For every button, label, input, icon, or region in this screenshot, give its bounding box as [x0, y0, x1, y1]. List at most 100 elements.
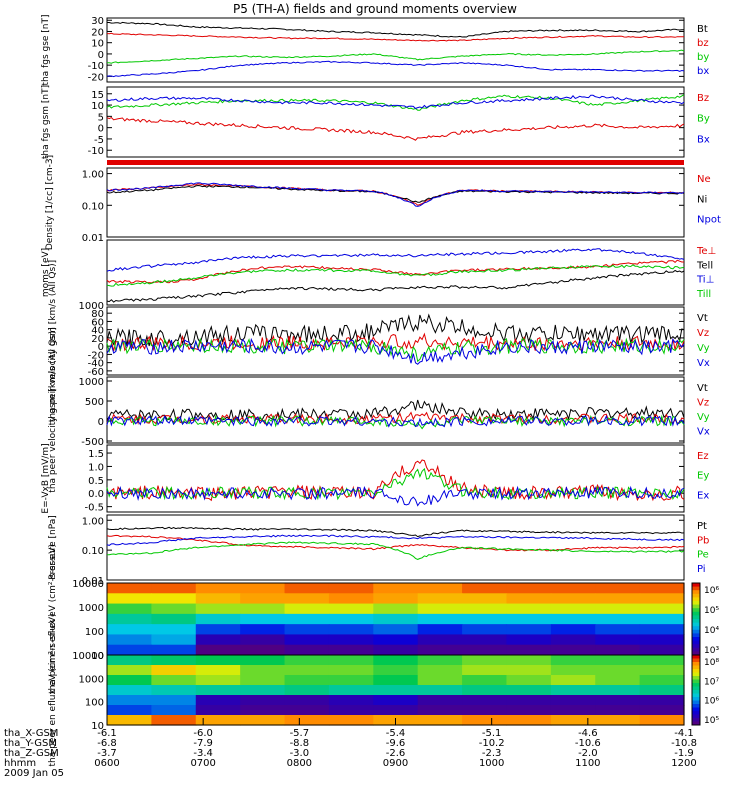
- heatmap-cell: [595, 624, 641, 636]
- colorbar-cell: [692, 626, 700, 631]
- heatmap-cell: [506, 685, 552, 696]
- series-line-Npot: [106, 182, 685, 207]
- y-tick-label: 1000: [79, 674, 104, 685]
- ephemeris-value: 0900: [383, 758, 408, 769]
- panel-frame: [106, 514, 685, 581]
- y-tick-label: -10: [88, 146, 104, 157]
- legend-Till: Till: [696, 289, 711, 300]
- colorbar-tick-label: 10³: [704, 646, 719, 656]
- heatmap-cell: [240, 665, 286, 676]
- legend-Pi: Pi: [697, 564, 706, 575]
- ephemeris-value: -10.2: [479, 738, 505, 749]
- heatmap-cell: [462, 624, 508, 636]
- heatmap-cell: [550, 634, 596, 646]
- heatmap-cell: [595, 593, 641, 605]
- heatmap-cell: [595, 665, 641, 676]
- heatmap-cell: [639, 583, 685, 594]
- y-tick-label: 0: [98, 124, 104, 135]
- legend-Npot: Npot: [697, 215, 721, 226]
- heatmap-cell: [151, 583, 197, 594]
- heatmap-cell: [107, 685, 152, 696]
- legend-Ni: Ni: [697, 194, 707, 205]
- heatmap-cell: [506, 624, 552, 636]
- series-line-bz: [106, 32, 685, 42]
- heatmap-cell: [550, 613, 596, 625]
- heatmap-cell: [550, 644, 596, 656]
- ephemeris-value: 1200: [671, 758, 696, 769]
- ephemeris-value: -2.0: [578, 748, 598, 759]
- y-axis-label: tha peer velocity gsm [km/s (All Qs)]: [48, 327, 58, 492]
- heatmap-cell: [417, 685, 463, 696]
- ephemeris-value: -7.9: [193, 738, 213, 749]
- y-tick-label: 1.00: [82, 516, 104, 527]
- colorbar-cell: [692, 669, 700, 673]
- heatmap-cell: [107, 634, 152, 646]
- heatmap-cell: [328, 655, 374, 666]
- heatmap-cell: [550, 655, 596, 666]
- heatmap-cell: [284, 603, 330, 615]
- heatmap-cell: [550, 715, 596, 726]
- heatmap-cell: [462, 613, 508, 625]
- panel-7: E=-VxB [mV/m] 1.5 1.0 0.5 0.0 -0.5 Ez Ey Ex: [41, 443, 709, 513]
- y-tick-label: 0: [98, 342, 104, 353]
- heatmap-cell: [506, 675, 552, 686]
- heatmap-cell: [240, 695, 286, 706]
- y-tick-label: -40: [88, 359, 104, 370]
- colorbar-frame: [691, 654, 701, 726]
- heatmap-cell: [195, 603, 241, 615]
- legend-Ne: Ne: [697, 174, 711, 185]
- colorbar-cell: [692, 711, 700, 715]
- series-line-Tell: [106, 269, 685, 303]
- heatmap-cell: [240, 644, 286, 656]
- y-tick-label: 1000: [79, 603, 104, 614]
- legend-Ez: Ez: [697, 451, 709, 462]
- legend-bz: bz: [697, 38, 709, 49]
- heatmap-cell: [373, 655, 419, 666]
- legend-Ey: Ey: [697, 471, 709, 482]
- y-tick-label: 30: [91, 16, 104, 27]
- colorbar-cell: [692, 629, 700, 634]
- panel-8: Pressure [nPa] 1.00 0.10 0.01 Pt Pb Pe Pi: [48, 514, 709, 587]
- heatmap-cell: [550, 624, 596, 636]
- ephemeris-value: -4.1: [674, 728, 694, 739]
- panel-3: Density [1/cc] [cm-3] 1.00 0.10 0.01 Ne Ni Npo…: [45, 155, 721, 250]
- heatmap-cell: [151, 685, 197, 696]
- y-tick-label: -20: [88, 350, 104, 361]
- legend-Tell: Tell: [696, 260, 713, 271]
- y-tick-label: 500: [85, 397, 104, 408]
- colorbar-cell: [692, 655, 700, 659]
- series-line-Pt: [106, 526, 685, 538]
- y-tick-label: 0.10: [82, 201, 104, 212]
- y-axis-label: tha fgs gsm [nT]: [41, 85, 51, 159]
- heatmap-cell: [639, 593, 685, 605]
- y-tick-label: 40: [91, 326, 104, 337]
- series-line-by: [107, 49, 685, 64]
- legend-Vy: Vy: [697, 412, 710, 423]
- heatmap-cell: [373, 705, 419, 716]
- heatmap-cell: [373, 685, 419, 696]
- panel-4: moms [eV] 1000 Te⊥ Tell Ti⊥ Till: [41, 239, 716, 312]
- heatmap-cell: [195, 644, 241, 656]
- y-tick-label: 10: [91, 651, 104, 662]
- heatmap-cell: [240, 655, 286, 666]
- y-tick-label: -20: [88, 72, 104, 83]
- ephemeris-value: -5.7: [290, 728, 310, 739]
- heatmap-cell: [639, 665, 685, 676]
- heatmap-cell: [240, 634, 286, 646]
- series-line-Vt: [106, 399, 685, 423]
- ephemeris-value: -4.6: [578, 728, 598, 739]
- heatmap-cell: [550, 705, 596, 716]
- legend-Pe: Pe: [697, 550, 709, 561]
- heatmap-cell: [506, 613, 552, 625]
- heatmap-cell: [506, 603, 552, 615]
- heatmap-cell: [639, 624, 685, 636]
- colorbar-tick-label: 10⁷: [704, 677, 719, 687]
- heatmap-cell: [151, 715, 197, 726]
- ephemeris-value: -3.7: [97, 748, 117, 759]
- heatmap-cell: [328, 613, 374, 625]
- heatmap-cell: [328, 593, 374, 605]
- heatmap-cell: [550, 685, 596, 696]
- heatmap-cell: [284, 715, 330, 726]
- ephemeris-value: -9.6: [386, 738, 406, 749]
- ephemeris-label: hhmm: [4, 758, 36, 769]
